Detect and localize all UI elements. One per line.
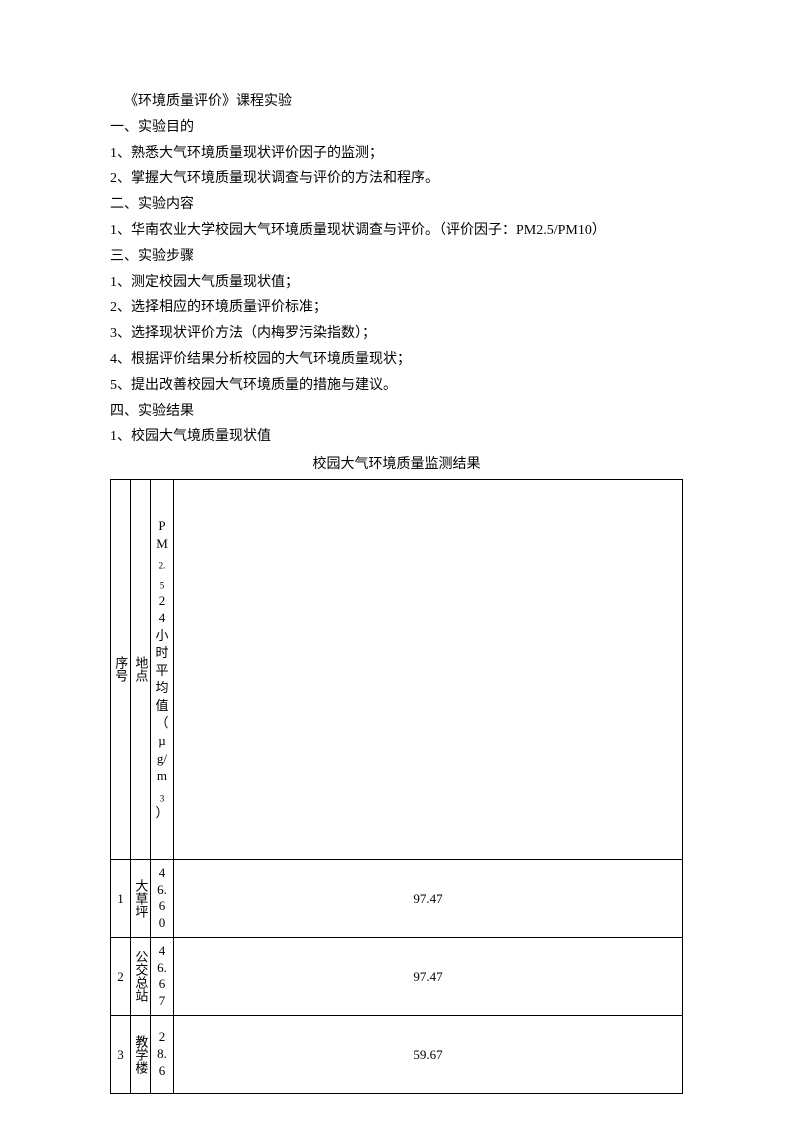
section-1-item-2: 2、掌握大气环境质量现状调查与评价的方法和程序。: [110, 167, 683, 191]
col-header-pm25: PM2.524小时平均值（µg/m3）: [151, 479, 174, 859]
cell-place: 大草坪: [131, 859, 151, 937]
col-header-place: 地点: [131, 479, 151, 859]
cell-pm25: 46.67: [151, 937, 174, 1015]
section-3-heading: 三、实验步骤: [110, 245, 683, 269]
cell-seq: 3: [111, 1015, 131, 1093]
cell-pm25: 46.60: [151, 859, 174, 937]
col-header-seq: 序号: [111, 479, 131, 859]
section-3-item-3: 3、选择现状评价方法（内梅罗污染指数）；: [110, 322, 683, 346]
cell-place: 公交总站: [131, 937, 151, 1015]
cell-place: 教学楼: [131, 1015, 151, 1093]
cell-seq: 2: [111, 937, 131, 1015]
section-2-item-1: 1、华南农业大学校园大气环境质量现状调查与评价。（评价因子：PM2.5/PM10…: [110, 219, 683, 243]
table-row: 3 教学楼 28.6 59.67: [111, 1015, 683, 1093]
section-4-item-1: 1、校园大气境质量现状值: [110, 425, 683, 449]
doc-title: 《环境质量评价》课程实验: [110, 90, 683, 114]
table-row: 1 大草坪 46.60 97.47: [111, 859, 683, 937]
cell-pm10: 59.67: [173, 1015, 682, 1093]
table-row: 2 公交总站 46.67 97.47: [111, 937, 683, 1015]
section-2-heading: 二、实验内容: [110, 193, 683, 217]
section-4-heading: 四、实验结果: [110, 400, 683, 424]
cell-seq: 1: [111, 859, 131, 937]
table-header-row: 序号 地点 PM2.524小时平均值（µg/m3）: [111, 479, 683, 859]
cell-pm10: 97.47: [173, 937, 682, 1015]
cell-pm25: 28.6: [151, 1015, 174, 1093]
cell-pm10: 97.47: [173, 859, 682, 937]
section-1-item-1: 1、熟悉大气环境质量现状评价因子的监测；: [110, 142, 683, 166]
col-header-pm10: [173, 479, 682, 859]
monitoring-table: 序号 地点 PM2.524小时平均值（µg/m3） 1 大草坪 46.60 97…: [110, 479, 683, 1094]
section-1-heading: 一、实验目的: [110, 116, 683, 140]
section-3-item-5: 5、提出改善校园大气环境质量的措施与建议。: [110, 374, 683, 398]
section-3-item-4: 4、根据评价结果分析校园的大气环境质量现状；: [110, 348, 683, 372]
section-3-item-1: 1、测定校园大气质量现状值；: [110, 271, 683, 295]
table-title: 校园大气环境质量监测结果: [110, 453, 683, 477]
section-3-item-2: 2、选择相应的环境质量评价标准；: [110, 296, 683, 320]
